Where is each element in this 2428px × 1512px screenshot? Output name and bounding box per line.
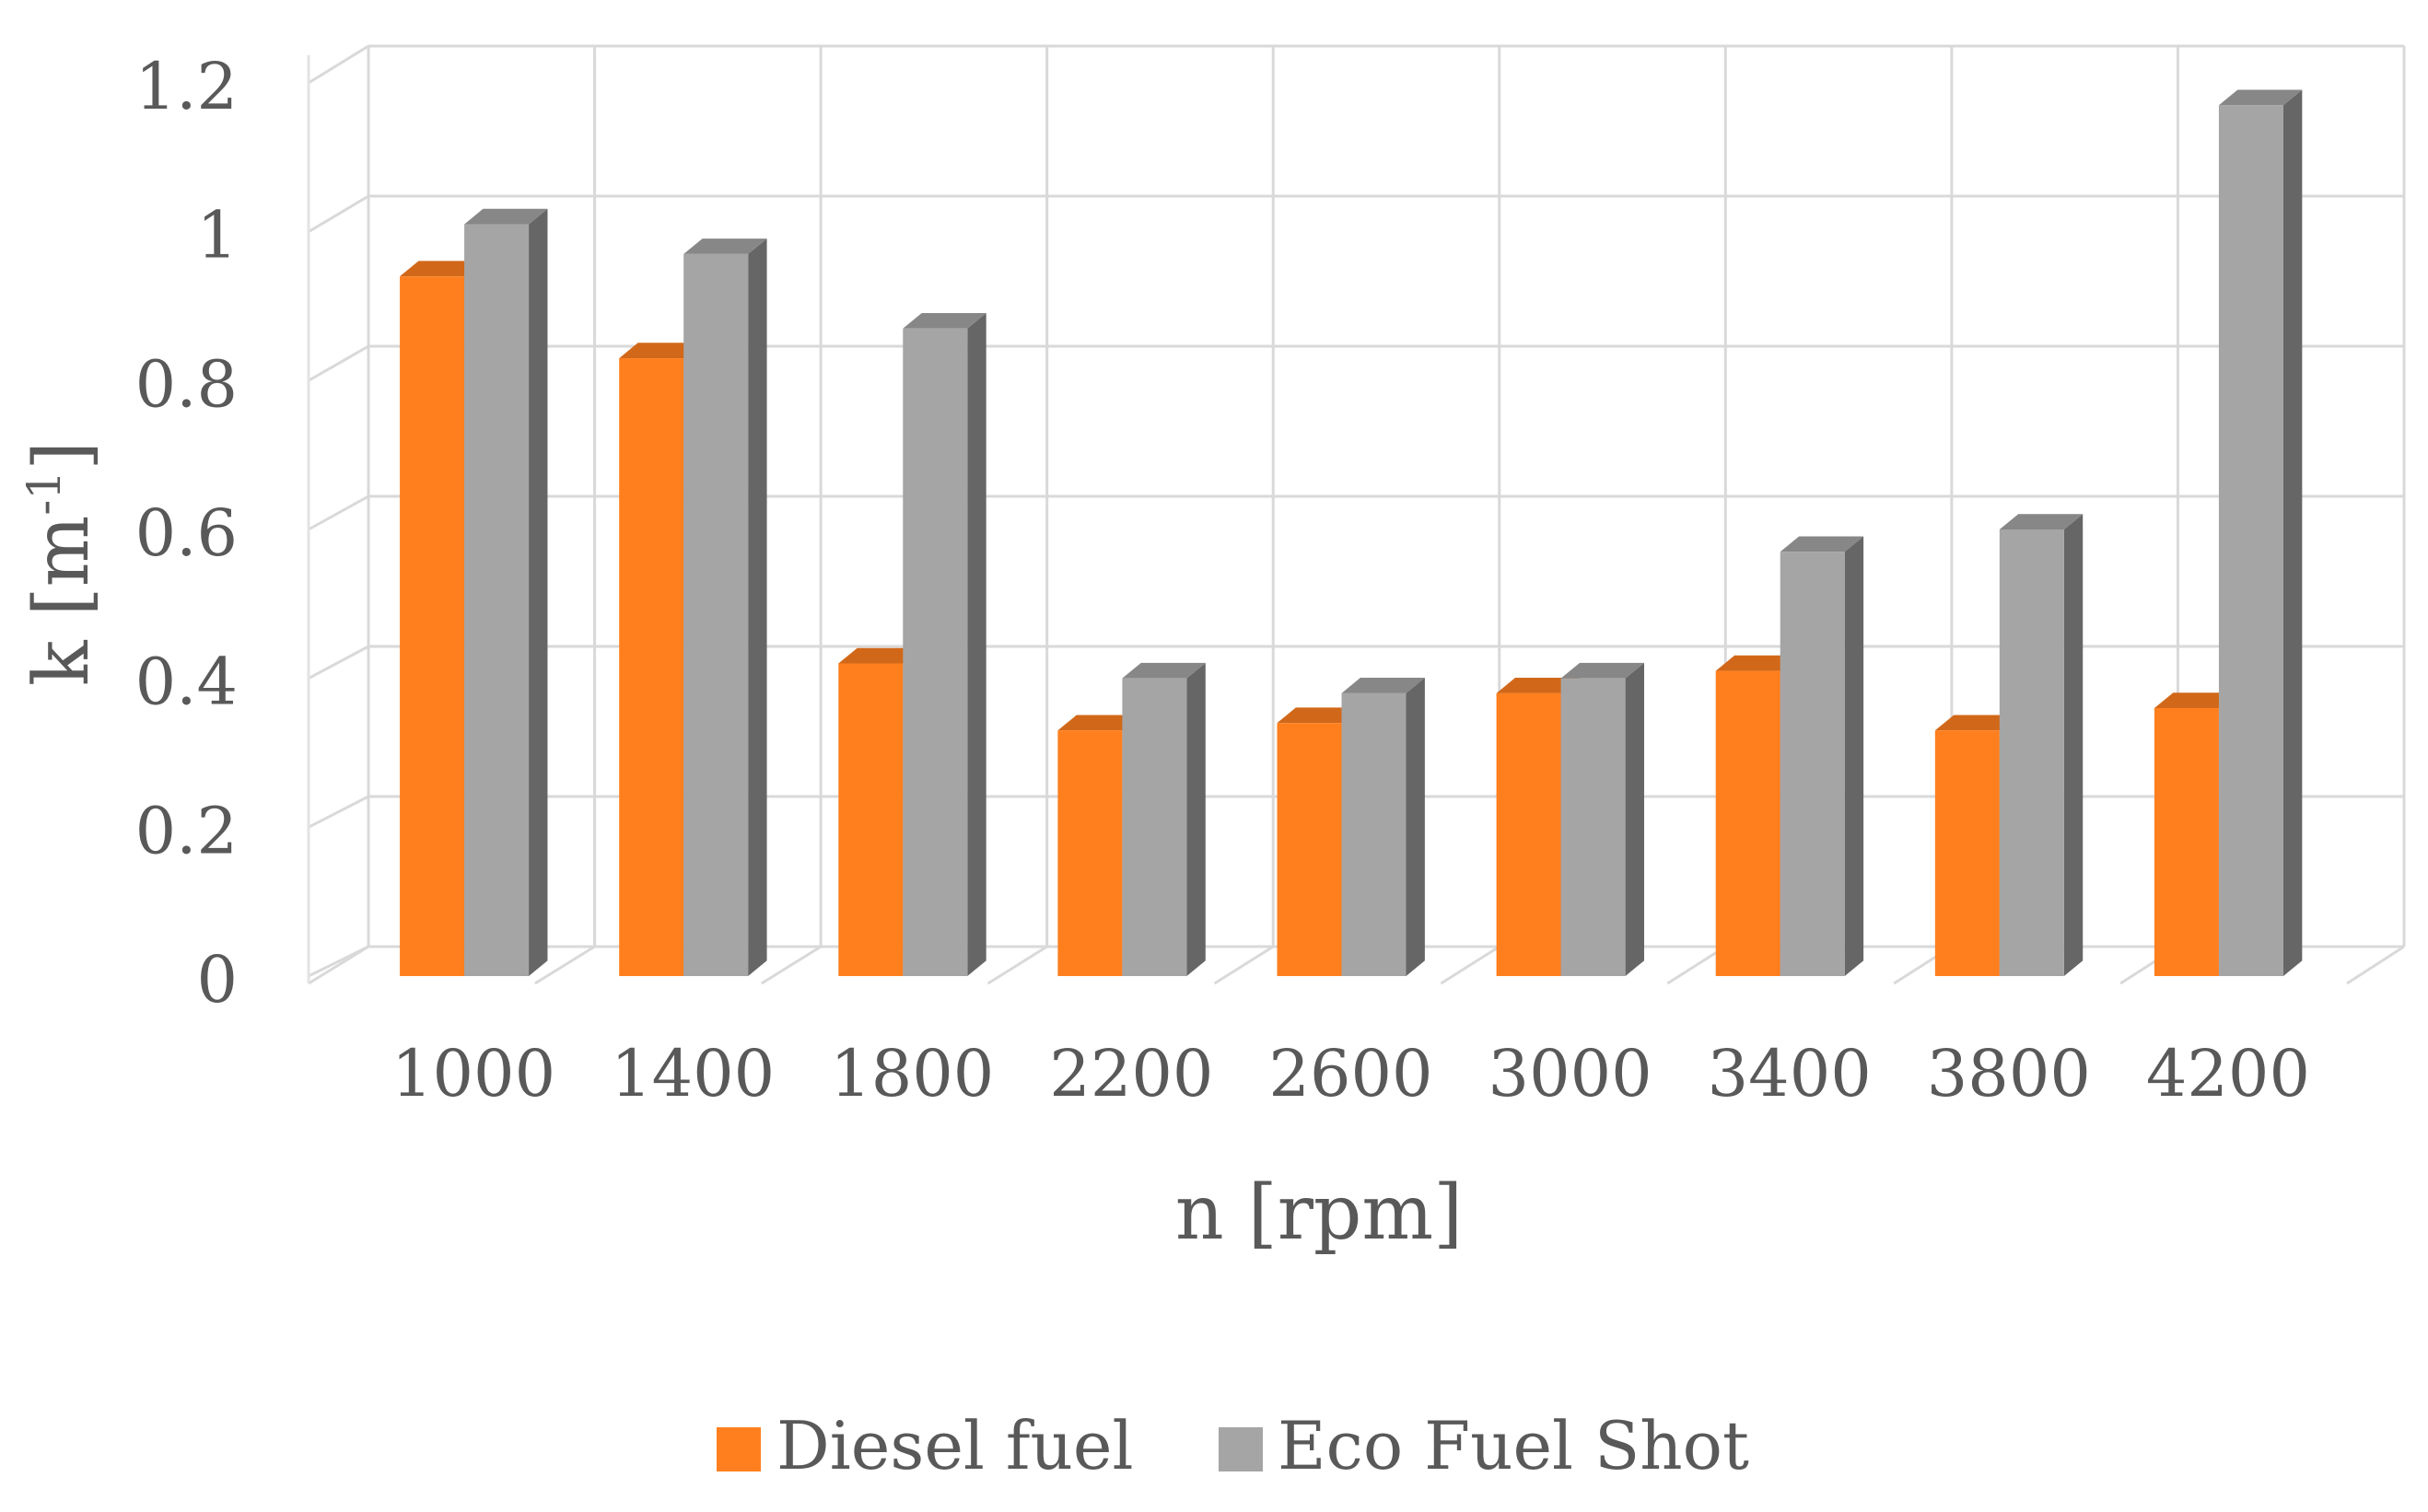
- bar-front: [903, 328, 968, 976]
- bar-front: [1341, 692, 1407, 976]
- bar-front: [1999, 529, 2064, 976]
- bar-eco-fuel-shot-4200: [2218, 89, 2303, 976]
- gridline-floor: [1213, 945, 1275, 985]
- gridline-floor: [534, 945, 596, 985]
- bar-front: [400, 276, 465, 977]
- bar-top: [2154, 692, 2238, 708]
- bar-top: [683, 238, 767, 254]
- bar-top: [1560, 662, 1645, 679]
- bar-side: [1186, 662, 1206, 976]
- bar-eco-fuel-shot-1000: [464, 208, 548, 977]
- bar-front: [1057, 730, 1123, 976]
- bar-eco-fuel-shot-3000: [1560, 662, 1645, 976]
- bar-eco-fuel-shot-3800: [1999, 514, 2084, 976]
- legend-swatch-diesel-fuel: [717, 1427, 761, 1471]
- bar-top: [2218, 89, 2303, 106]
- gridline-floor: [986, 945, 1048, 985]
- bar-top: [1277, 707, 1360, 724]
- gridline-floor: [760, 945, 822, 985]
- y-axis-title-main: k [m: [18, 516, 106, 687]
- bar-side: [2282, 89, 2303, 976]
- y-tick-labels: 0 0.2 0.4 0.6 0.8 1 1.2: [135, 49, 238, 1018]
- bar-top: [903, 312, 986, 329]
- legend-label-diesel-fuel: Diesel fuel: [776, 1407, 1134, 1484]
- bar-top: [1057, 715, 1141, 731]
- bar-side: [1406, 678, 1425, 976]
- bar-top: [1341, 678, 1425, 693]
- y-tick-label: 0.4: [135, 645, 238, 720]
- bar-front: [619, 358, 684, 976]
- bar-side: [748, 238, 767, 976]
- bar-top: [1780, 536, 1864, 552]
- x-tick-label: 3800: [1927, 1036, 2091, 1111]
- y-axis-title-end: ]: [18, 441, 106, 471]
- bar-front: [683, 253, 749, 977]
- legend-label-eco-fuel-shot: Eco Fuel Shot: [1278, 1407, 1749, 1484]
- bar-front: [1560, 678, 1626, 976]
- bars-layer: [400, 89, 2303, 977]
- bar-front: [1715, 670, 1780, 976]
- gridline-side: [308, 44, 369, 85]
- x-tick-label: 1800: [830, 1036, 994, 1111]
- x-tick-labels: 1000 1400 1800 2200 2600 3000 3400 3800 4200: [391, 1036, 2310, 1111]
- y-tick-label: 0.6: [135, 495, 238, 571]
- gridline-side: [308, 344, 369, 382]
- bar-eco-fuel-shot-2200: [1122, 662, 1206, 976]
- bar-eco-fuel-shot-1800: [903, 312, 986, 976]
- bar-front: [838, 663, 904, 976]
- bar-eco-fuel-shot-1400: [683, 238, 767, 977]
- y-axis-title-superscript: -1: [18, 471, 71, 516]
- y-tick-label: 1.2: [135, 49, 238, 124]
- bar-front: [1496, 692, 1561, 976]
- bar-top: [1715, 655, 1800, 671]
- bar-side: [529, 208, 548, 977]
- gridline-side: [308, 194, 369, 233]
- bar-eco-fuel-shot-3400: [1780, 536, 1864, 976]
- bar-front: [2154, 708, 2219, 976]
- bar-top: [464, 208, 548, 225]
- x-tick-label: 2600: [1268, 1036, 1432, 1111]
- bar-front: [2218, 105, 2283, 976]
- bar-top: [1496, 678, 1581, 693]
- bar-top: [400, 261, 484, 277]
- x-tick-label: 3400: [1708, 1036, 1872, 1111]
- bar-front: [1780, 552, 1845, 976]
- bar-front: [1122, 678, 1187, 976]
- y-tick-label: 0.8: [135, 346, 238, 422]
- y-tick-label: 1: [196, 198, 238, 273]
- gridline-floor: [1440, 945, 1500, 985]
- y-tick-label: 0: [196, 942, 238, 1018]
- x-tick-label: 1000: [391, 1036, 555, 1111]
- x-tick-label: 3000: [1488, 1036, 1652, 1111]
- bar-eco-fuel-shot-2600: [1341, 678, 1425, 976]
- gridline-side: [308, 645, 369, 680]
- y-axis-title: k [m-1]: [18, 441, 106, 686]
- bar-top: [838, 647, 922, 664]
- bar-side: [1844, 536, 1864, 976]
- x-tick-label: 1400: [611, 1036, 775, 1111]
- legend-swatch-eco-fuel-shot: [1219, 1427, 1263, 1471]
- bar-top: [1934, 715, 2019, 731]
- bar-front: [464, 224, 530, 977]
- bar-side: [2063, 514, 2084, 976]
- y-tick-label: 0.2: [135, 793, 238, 868]
- gridline-floor: [308, 945, 369, 985]
- bar-side: [967, 312, 986, 976]
- bar-top: [619, 343, 703, 359]
- gridline-floor: [2346, 945, 2405, 985]
- x-tick-label: 2200: [1049, 1036, 1213, 1111]
- gridline-side: [308, 494, 369, 531]
- x-axis-title: n [rpm]: [1175, 1169, 1463, 1257]
- bar-top: [1999, 514, 2084, 529]
- bar-front: [1934, 730, 2000, 976]
- bar-diesel-fuel-3000: [1496, 678, 1581, 976]
- bar-front: [1277, 723, 1342, 976]
- legend: Diesel fuel Eco Fuel Shot: [717, 1407, 1749, 1484]
- gridline-side: [308, 795, 369, 829]
- bar-top: [1122, 662, 1206, 679]
- x-tick-label: 4200: [2146, 1036, 2310, 1111]
- bar-side: [1625, 662, 1645, 976]
